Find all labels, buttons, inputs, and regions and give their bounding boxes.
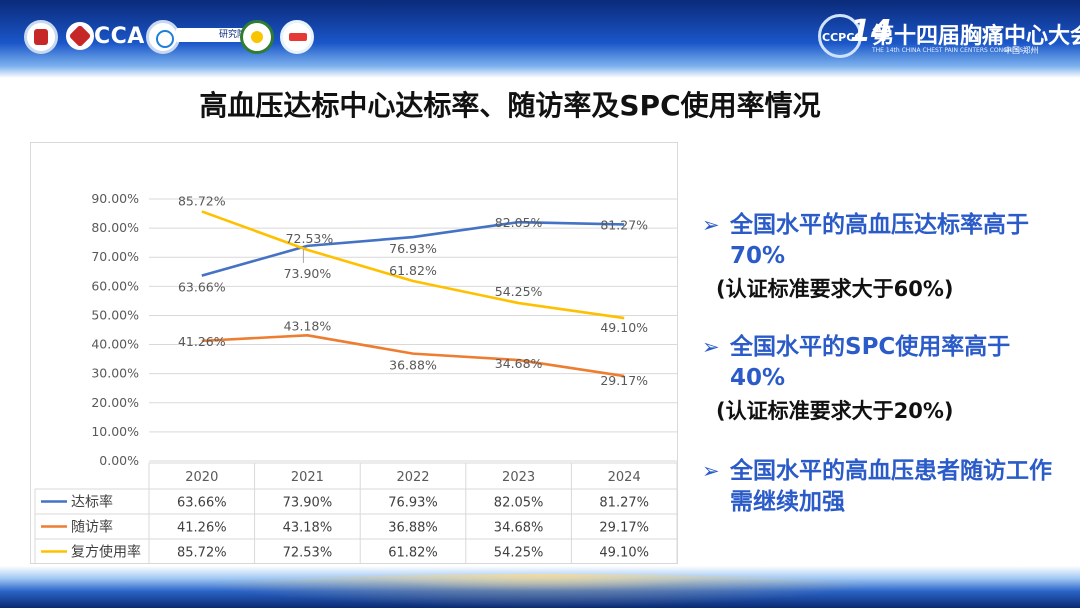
table-cell-value: 61.82% xyxy=(388,546,438,561)
data-label: 72.53% xyxy=(286,231,334,246)
table-cell-value: 36.88% xyxy=(388,521,438,536)
data-label: 82.05% xyxy=(495,215,543,230)
conference-badge: CCPCC xyxy=(822,31,863,44)
x-category-label: 2020 xyxy=(185,470,218,485)
table-cell-value: 49.10% xyxy=(599,546,649,561)
conference-number: 14 xyxy=(850,14,892,49)
y-tick-label: 90.00% xyxy=(91,191,139,206)
emblem-logo-icon xyxy=(240,20,274,54)
series-line xyxy=(201,210,625,320)
legend-label: 达标率 xyxy=(71,494,113,511)
x-category-label: 2024 xyxy=(608,470,641,485)
y-tick-label: 40.00% xyxy=(91,337,139,352)
data-label: 73.90% xyxy=(284,266,332,281)
earth-glow xyxy=(180,574,900,608)
table-cell-value: 34.68% xyxy=(494,521,544,536)
institute-logo-text: 研究院 xyxy=(176,28,248,42)
data-label: 76.93% xyxy=(389,241,437,256)
table-cell-value: 63.66% xyxy=(177,496,227,511)
table-cell-value: 73.90% xyxy=(283,496,333,511)
institute-logo-icon xyxy=(146,20,180,54)
cpca-logo-icon xyxy=(280,20,314,54)
y-tick-label: 20.00% xyxy=(91,395,139,410)
x-category-label: 2023 xyxy=(502,470,535,485)
arrow-bullet-icon: ➢ xyxy=(702,459,720,483)
conference-sign: 中国·郑州 xyxy=(1004,46,1039,55)
conference-ring-icon xyxy=(818,14,862,58)
data-label: 29.17% xyxy=(600,373,648,388)
cca-logo-text: CCA xyxy=(94,24,145,49)
conference-subtitle: THE 14th CHINA CHEST PAIN CENTERS CONGRE… xyxy=(872,47,1024,54)
arrow-bullet-icon: ➢ xyxy=(702,335,720,359)
bullet-text: 全国水平的高血压患者随访工作需继续加强 xyxy=(730,458,1052,515)
table-cell-value: 85.72% xyxy=(177,546,227,561)
table-cell-value: 82.05% xyxy=(494,496,544,511)
table-cell-value: 43.18% xyxy=(283,521,333,536)
bullet-note: (认证标准要求大于60%) xyxy=(716,277,954,301)
y-tick-label: 70.00% xyxy=(91,249,139,264)
series-line xyxy=(201,333,625,378)
table-cell-value: 41.26% xyxy=(177,521,227,536)
y-tick-label: 30.00% xyxy=(91,366,139,381)
table-cell-value: 54.25% xyxy=(494,546,544,561)
y-tick-label: 10.00% xyxy=(91,424,139,439)
y-tick-label: 50.00% xyxy=(91,307,139,322)
data-label: 43.18% xyxy=(284,318,332,333)
bullet-text: 全国水平的高血压达标率高于70% xyxy=(730,212,1029,269)
series-line xyxy=(201,220,625,277)
bullet-item: ➢ 全国水平的高血压达标率高于70% xyxy=(700,210,1060,272)
arrow-bullet-icon: ➢ xyxy=(702,213,720,237)
data-label: 49.10% xyxy=(600,320,648,335)
bullet-text: 全国水平的SPC使用率高于40% xyxy=(730,334,1011,391)
table-cell-value: 29.17% xyxy=(599,521,649,536)
data-label: 54.25% xyxy=(495,284,543,299)
line-chart: 0.00% 10.00% 20.00% 30.00% 40.00% 50.00% 60.00… xyxy=(34,191,677,563)
bullet-item: ➢ 全国水平的高血压患者随访工作需继续加强 xyxy=(700,456,1060,518)
legend-label: 随访率 xyxy=(71,519,113,536)
x-category-label: 2021 xyxy=(291,470,324,485)
data-label: 36.88% xyxy=(389,358,437,373)
data-label: 34.68% xyxy=(495,356,543,371)
earth-footer xyxy=(0,566,1080,608)
bullet-list: ➢ 全国水平的高血压达标率高于70% (认证标准要求大于60%) ➢ 全国水平的… xyxy=(700,210,1060,518)
association-logo-icon xyxy=(24,20,58,54)
data-label: 85.72% xyxy=(178,193,226,208)
data-label: 81.27% xyxy=(600,217,648,232)
data-label: 61.82% xyxy=(389,263,437,278)
heart-logo-icon xyxy=(66,22,94,50)
data-label: 63.66% xyxy=(178,280,226,295)
legend-label: 复方使用率 xyxy=(71,544,141,561)
table-cell-value: 81.27% xyxy=(599,496,649,511)
page-title: 高血压达标中心达标率、随访率及SPC使用率情况 xyxy=(199,89,821,122)
y-tick-label: 80.00% xyxy=(91,220,139,235)
chart-panel: 0.00% 10.00% 20.00% 30.00% 40.00% 50.00% 60.00… xyxy=(30,142,678,564)
header-banner: CCA 研究院 CCPCC 14 第十四届胸痛中心大会 THE 14th CHI… xyxy=(0,0,1080,78)
x-category-label: 2022 xyxy=(396,470,429,485)
data-label: 41.26% xyxy=(178,334,226,349)
y-tick-label: 60.00% xyxy=(91,278,139,293)
table-cell-value: 76.93% xyxy=(388,496,438,511)
bullet-note: (认证标准要求大于20%) xyxy=(716,399,954,423)
table-cell-value: 72.53% xyxy=(283,546,333,561)
y-tick-label: 0.00% xyxy=(99,453,139,468)
bullet-item: ➢ 全国水平的SPC使用率高于40% xyxy=(700,332,1060,394)
conference-title: 第十四届胸痛中心大会 xyxy=(872,23,1080,49)
